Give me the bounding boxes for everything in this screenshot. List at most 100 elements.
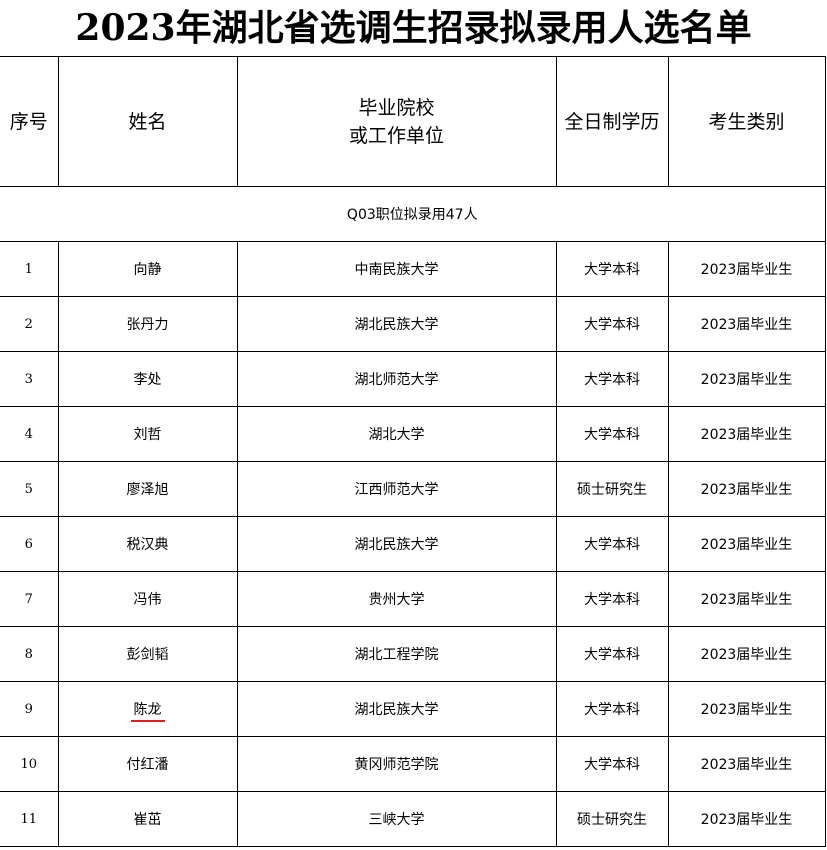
category-text: 2023届毕业生 [700, 537, 793, 553]
table-row: 1 向静 中南民族大学 大学本科 2023届毕业生 [0, 241, 826, 297]
section-row: Q03职位拟录用47人 [0, 186, 826, 242]
name-cell: 彭剑韬 [57, 626, 238, 682]
seq-cell: 7 [0, 571, 59, 627]
category-text: 2023届毕业生 [700, 427, 793, 443]
category-cell: 2023届毕业生 [667, 571, 826, 627]
name-text: 税汉典 [126, 537, 169, 553]
header-education: 全日制学历 [555, 56, 669, 187]
candidate-table: 序号 姓名 毕业院校 或工作单位 全日制学历 考生类别 Q03职位拟录用47人 1… [0, 56, 826, 847]
category-text: 2023届毕业生 [700, 262, 793, 278]
category-cell: 2023届毕业生 [667, 461, 826, 517]
seq-cell: 5 [0, 461, 59, 517]
seq-cell: 10 [0, 736, 59, 792]
education-cell: 硕士研究生 [555, 461, 669, 517]
education-cell: 大学本科 [555, 681, 669, 737]
school-cell: 湖北大学 [236, 406, 557, 462]
page-title: 2023年湖北省选调生招录拟录用人选名单 [75, 7, 752, 49]
table-row: 4 刘哲 湖北大学 大学本科 2023届毕业生 [0, 406, 826, 462]
seq-text: 4 [24, 426, 33, 442]
table-row: 6 税汉典 湖北民族大学 大学本科 2023届毕业生 [0, 516, 826, 572]
school-text: 三峡大学 [368, 812, 425, 828]
school-cell: 黄冈师范学院 [236, 736, 557, 792]
school-cell: 湖北民族大学 [236, 681, 557, 737]
seq-text: 10 [20, 756, 38, 772]
school-text: 中南民族大学 [354, 262, 439, 278]
category-text: 2023届毕业生 [700, 647, 793, 663]
education-cell: 大学本科 [555, 626, 669, 682]
seq-text: 6 [24, 536, 33, 552]
school-text: 湖北民族大学 [354, 317, 439, 333]
table-row: 2 张丹力 湖北民族大学 大学本科 2023届毕业生 [0, 296, 826, 352]
category-cell: 2023届毕业生 [667, 241, 826, 297]
category-cell: 2023届毕业生 [667, 406, 826, 462]
school-cell: 湖北师范大学 [236, 351, 557, 407]
table-row: 8 彭剑韬 湖北工程学院 大学本科 2023届毕业生 [0, 626, 826, 682]
category-text: 2023届毕业生 [700, 757, 793, 773]
seq-cell: 9 [0, 681, 59, 737]
school-cell: 江西师范大学 [236, 461, 557, 517]
education-text: 大学本科 [584, 702, 640, 718]
name-text: 冯伟 [133, 592, 162, 608]
seq-text: 11 [20, 811, 38, 827]
name-text: 崔茁 [133, 812, 162, 828]
seq-text: 3 [24, 371, 33, 387]
table-row: 5 廖泽旭 江西师范大学 硕士研究生 2023届毕业生 [0, 461, 826, 517]
education-text: 硕士研究生 [577, 812, 647, 828]
education-cell: 大学本科 [555, 351, 669, 407]
seq-text: 5 [24, 481, 33, 497]
category-text: 2023届毕业生 [700, 702, 793, 718]
name-cell: 崔茁 [57, 791, 238, 847]
name-cell: 陈龙 [57, 681, 238, 737]
education-text: 大学本科 [584, 537, 640, 553]
name-text-underlined: 陈龙 [130, 702, 165, 722]
name-text: 向静 [133, 262, 162, 278]
name-cell: 张丹力 [57, 296, 238, 352]
name-cell: 冯伟 [57, 571, 238, 627]
education-cell: 大学本科 [555, 736, 669, 792]
school-text: 湖北师范大学 [354, 372, 439, 388]
school-cell: 湖北民族大学 [236, 516, 557, 572]
header-seq: 序号 [0, 56, 59, 187]
name-text: 李处 [133, 372, 162, 388]
education-text: 大学本科 [584, 592, 640, 608]
education-text: 大学本科 [584, 647, 640, 663]
table-row: 9 陈龙 湖北民族大学 大学本科 2023届毕业生 [0, 681, 826, 737]
seq-text: 8 [24, 646, 33, 662]
school-text: 贵州大学 [368, 592, 425, 608]
table-row: 3 李处 湖北师范大学 大学本科 2023届毕业生 [0, 351, 826, 407]
education-cell: 大学本科 [555, 516, 669, 572]
name-text: 廖泽旭 [126, 482, 169, 498]
school-text: 黄冈师范学院 [354, 757, 439, 773]
seq-cell: 11 [0, 791, 59, 847]
seq-cell: 6 [0, 516, 59, 572]
education-cell: 大学本科 [555, 241, 669, 297]
education-text: 大学本科 [584, 262, 640, 278]
name-cell: 李处 [57, 351, 238, 407]
education-text: 大学本科 [584, 427, 640, 443]
header-row: 序号 姓名 毕业院校 或工作单位 全日制学历 考生类别 [0, 56, 826, 187]
school-text: 湖北工程学院 [354, 647, 439, 663]
education-text: 大学本科 [584, 317, 640, 333]
category-cell: 2023届毕业生 [667, 351, 826, 407]
seq-cell: 1 [0, 241, 59, 297]
table-row: 7 冯伟 贵州大学 大学本科 2023届毕业生 [0, 571, 826, 627]
seq-text: 7 [24, 591, 33, 607]
name-cell: 刘哲 [57, 406, 238, 462]
name-cell: 向静 [57, 241, 238, 297]
header-category: 考生类别 [667, 56, 826, 187]
section-label: Q03职位拟录用47人 [0, 186, 826, 242]
category-cell: 2023届毕业生 [667, 296, 826, 352]
education-text: 大学本科 [584, 757, 640, 773]
seq-text: 1 [24, 261, 33, 277]
table-row: 10 付红潘 黄冈师范学院 大学本科 2023届毕业生 [0, 736, 826, 792]
school-cell: 湖北民族大学 [236, 296, 557, 352]
seq-cell: 2 [0, 296, 59, 352]
seq-cell: 4 [0, 406, 59, 462]
school-cell: 湖北工程学院 [236, 626, 557, 682]
name-cell: 税汉典 [57, 516, 238, 572]
table-row: 11 崔茁 三峡大学 硕士研究生 2023届毕业生 [0, 791, 826, 847]
seq-text: 2 [24, 316, 33, 332]
school-cell: 中南民族大学 [236, 241, 557, 297]
category-text: 2023届毕业生 [700, 372, 793, 388]
name-text: 付红潘 [126, 757, 169, 773]
